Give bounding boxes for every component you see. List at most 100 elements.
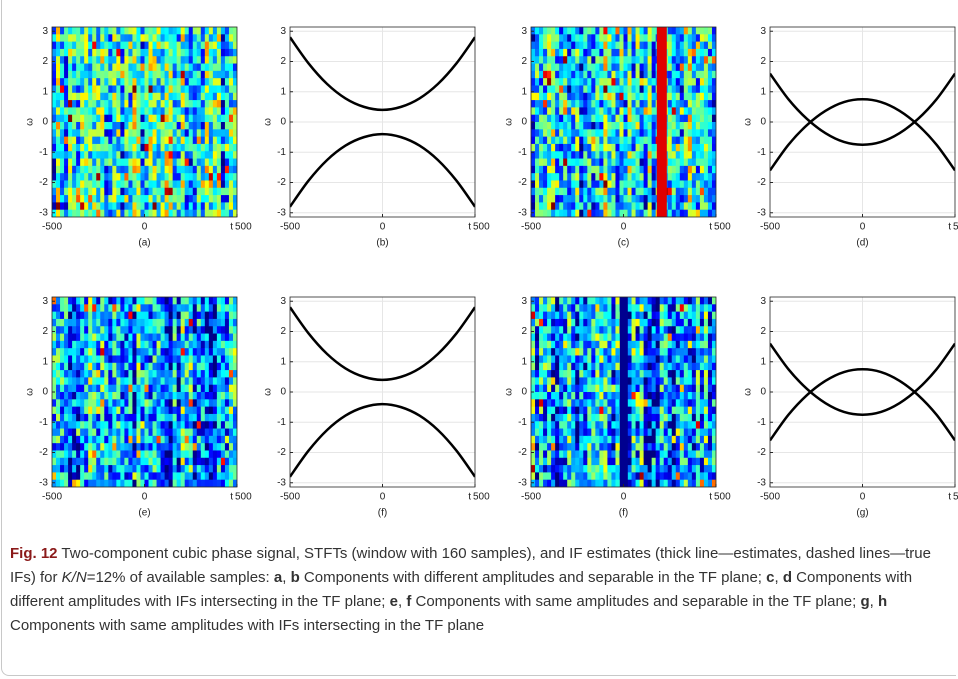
- spectrogram-cell: [84, 129, 89, 138]
- spectrogram-cell: [152, 56, 158, 65]
- spectrogram-cell: [623, 92, 629, 101]
- spectrogram-cell: [643, 78, 649, 86]
- spectrogram-cell: [571, 143, 576, 152]
- spectrogram-cell: [164, 348, 170, 356]
- spectrogram-cell: [64, 406, 69, 415]
- spectrogram-cell: [88, 392, 93, 400]
- spectrogram-cell: [188, 450, 194, 459]
- spectrogram-cell: [176, 173, 182, 181]
- spectrogram-cell: [631, 180, 637, 189]
- spectrogram-cell: [196, 122, 202, 130]
- spectrogram-cell: [156, 100, 162, 108]
- spectrogram-cell: [643, 173, 649, 181]
- spectrogram-cell: [591, 202, 596, 211]
- spectrogram-cell: [184, 428, 190, 437]
- spectrogram-cell: [659, 443, 665, 451]
- spectrogram-cell: [543, 370, 548, 378]
- spectrogram-cell: [707, 413, 713, 422]
- spectrogram-cell: [204, 384, 210, 393]
- spectrogram-cell: [551, 362, 556, 371]
- spectrogram-cell: [228, 187, 234, 196]
- spectrogram-cell: [675, 348, 681, 356]
- spectrogram-cell: [68, 311, 73, 320]
- if-curve: [770, 98, 955, 172]
- spectrogram-cell: [136, 435, 141, 444]
- spectrogram-cell: [188, 318, 194, 327]
- spectrogram-cell: [539, 27, 544, 35]
- spectrogram-cell: [188, 165, 194, 174]
- spectrogram-cell: [615, 297, 620, 305]
- spectrogram-cell: [112, 413, 117, 422]
- spectrogram-cell: [112, 392, 117, 400]
- spectrogram-cell: [72, 406, 77, 415]
- spectrogram-cell: [651, 78, 657, 86]
- spectrogram-cell: [603, 465, 608, 473]
- spectrogram-cell: [76, 209, 81, 217]
- spectrogram-cell: [132, 70, 137, 79]
- spectrogram-cell: [168, 180, 174, 189]
- spectrogram-cell: [56, 384, 61, 393]
- spectrogram-cell: [535, 158, 540, 167]
- spectrogram-cell: [707, 34, 713, 43]
- spectrogram-cell: [551, 41, 556, 50]
- spectrogram-cell: [128, 92, 133, 101]
- spectrogram-cell: [184, 173, 190, 181]
- spectrogram-cell: [104, 92, 109, 101]
- spectrogram-cell: [148, 362, 154, 371]
- spectrogram-cell: [667, 297, 673, 305]
- spectrogram-cell: [683, 63, 689, 72]
- spectrogram-cell: [639, 428, 645, 437]
- spectrogram-cell: [140, 311, 145, 320]
- spectrogram-cell: [567, 443, 572, 451]
- spectrogram-cell: [52, 107, 57, 116]
- spectrogram-cell: [164, 304, 170, 313]
- spectrogram-cell: [651, 304, 657, 313]
- spectrogram-cell: [539, 450, 544, 459]
- spectrogram-cell: [232, 318, 237, 327]
- spectrogram-cell: [208, 70, 214, 79]
- spectrogram-cell: [220, 355, 226, 364]
- spectrogram-cell: [571, 100, 576, 108]
- spectrogram-cell: [551, 136, 556, 145]
- spectrogram-cell: [683, 399, 689, 408]
- spectrogram-cell: [220, 413, 226, 422]
- spectrogram-cell: [579, 100, 584, 108]
- spectrogram-cell: [164, 435, 170, 444]
- spectrogram-cell: [60, 384, 65, 393]
- spectrogram-cell: [591, 27, 596, 35]
- spectrogram-cell: [667, 304, 673, 313]
- spectrogram-cell: [639, 202, 645, 211]
- spectrogram-cell: [563, 318, 568, 327]
- spectrogram-cell: [232, 443, 237, 451]
- spectrogram-cell: [132, 318, 137, 327]
- spectrogram-cell: [687, 92, 693, 101]
- spectrogram-cell: [124, 143, 129, 152]
- spectrogram-cell: [180, 333, 186, 342]
- spectrogram-cell: [627, 173, 633, 181]
- spectrogram-cell: [232, 355, 237, 364]
- spectrogram-cell: [68, 413, 73, 422]
- spectrogram-cell: [539, 311, 544, 320]
- spectrogram-cell: [687, 129, 693, 138]
- spectrogram-cell: [84, 326, 89, 335]
- y-tick-label: -1: [757, 147, 766, 158]
- spectrogram-cell: [599, 107, 604, 116]
- spectrogram-cell: [587, 129, 592, 138]
- spectrogram-cell: [52, 304, 57, 313]
- spectrogram-cell: [587, 114, 592, 123]
- spectrogram-cell: [667, 428, 673, 437]
- spectrogram-cell: [671, 377, 677, 386]
- spectrogram-cell: [603, 370, 608, 378]
- spectrogram-cell: [535, 78, 540, 86]
- spectrogram-cell: [204, 187, 210, 196]
- spectrogram-cell: [64, 377, 69, 386]
- spectrogram-cell: [555, 472, 560, 481]
- spectrogram-cell: [675, 457, 681, 466]
- spectrogram-cell: [575, 304, 580, 313]
- spectrogram-cell: [571, 443, 576, 451]
- spectrogram-cell: [228, 100, 234, 108]
- spectrogram-cell: [591, 41, 596, 50]
- spectrogram-cell: [591, 384, 596, 393]
- spectrogram-cell: [667, 92, 673, 101]
